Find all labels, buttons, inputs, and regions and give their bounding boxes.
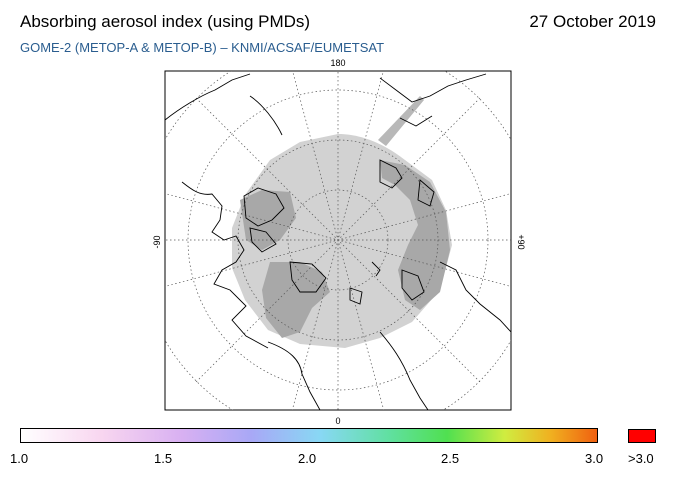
no-data-region-dark-south — [262, 262, 330, 338]
graticule — [165, 71, 511, 410]
coastlines — [165, 73, 511, 410]
map-subtitle: GOME-2 (METOP-A & METOP-B) – KNMI/ACSAF/… — [20, 40, 385, 55]
lon-label-left: -90 — [152, 235, 162, 248]
lon-label-bottom: 0 — [335, 416, 340, 426]
colorbar-tick-label: 2.0 — [298, 451, 317, 466]
lon-label-top: 180 — [330, 58, 345, 68]
colorbar-overflow-label: >3.0 — [628, 451, 654, 466]
colorbar-tick-label: 3.0 — [585, 451, 604, 466]
map-title: Absorbing aerosol index (using PMDs) — [20, 12, 311, 31]
colorbar-tick-label: 2.5 — [441, 451, 460, 466]
colorbar-tick-label: 1.0 — [10, 451, 29, 466]
colorbar-tick-label: 1.5 — [154, 451, 173, 466]
map-date: 27 October 2019 — [529, 12, 656, 31]
colorbar — [20, 428, 598, 443]
lon-label-right: +90 — [516, 234, 526, 249]
colorbar-overflow-swatch — [628, 429, 656, 443]
no-data-streak — [378, 96, 424, 146]
